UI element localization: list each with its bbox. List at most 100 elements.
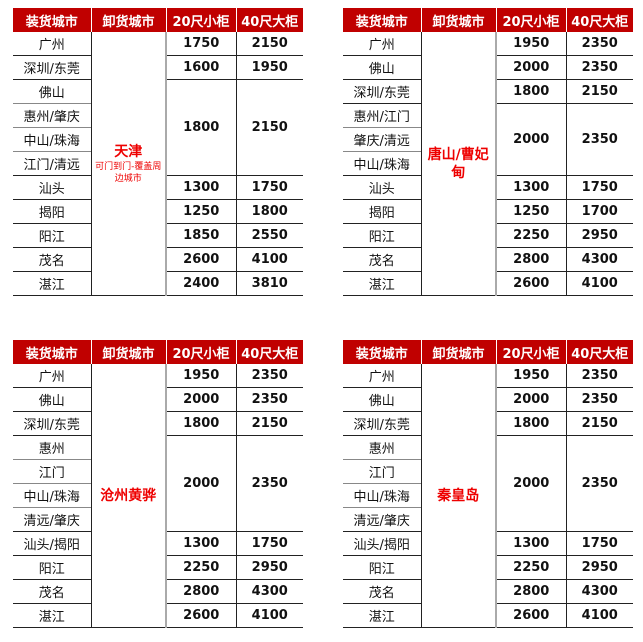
price-40ft: 2350 xyxy=(236,364,303,388)
price-40ft: 2150 xyxy=(236,79,303,176)
price-20ft: 2250 xyxy=(166,555,237,580)
load-city: 湛江 xyxy=(343,271,421,296)
price-20ft: 1600 xyxy=(166,55,237,80)
price-40ft: 2950 xyxy=(566,223,633,248)
table-row: 中山/珠海 xyxy=(13,127,303,152)
header-unload-city: 卸货城市 xyxy=(421,340,497,364)
header-load-city: 装货城市 xyxy=(343,8,422,32)
price-20ft: 2000 xyxy=(166,387,237,412)
price-40ft: 4100 xyxy=(566,603,633,628)
table-row: 清远/肇庆 xyxy=(13,507,303,532)
load-city: 惠州/江门 xyxy=(343,103,421,128)
unload-city: 唐山/曹妃甸 xyxy=(420,32,497,296)
price-40ft: 2950 xyxy=(236,555,303,580)
price-20ft: 2800 xyxy=(496,247,567,272)
load-city: 阳江 xyxy=(343,555,421,580)
load-city: 佛山 xyxy=(343,387,421,412)
header-load-city: 装货城市 xyxy=(343,340,422,364)
table-row: 惠州 2000 2350 xyxy=(343,435,633,532)
load-city: 阳江 xyxy=(13,223,91,248)
table-row: 揭阳 1250 1800 xyxy=(13,199,303,224)
table-row: 中山/珠海 xyxy=(343,483,633,508)
price-40ft: 1750 xyxy=(236,175,303,200)
price-20ft: 1950 xyxy=(496,32,567,56)
price-40ft: 1800 xyxy=(236,199,303,224)
table-row: 阳江 1850 2550 xyxy=(13,223,303,248)
table-row: 佛山 2000 2350 xyxy=(13,387,303,412)
header-40ft: 40尺大柜 xyxy=(566,8,633,32)
price-20ft: 1750 xyxy=(166,32,237,56)
load-city: 湛江 xyxy=(13,271,91,296)
price-40ft: 2350 xyxy=(566,387,633,412)
load-city: 揭阳 xyxy=(343,199,421,224)
table-row: 惠州/肇庆 xyxy=(13,103,303,128)
unload-city: 沧州黄骅 xyxy=(90,364,167,628)
load-city: 江门 xyxy=(13,459,91,484)
price-20ft: 2400 xyxy=(166,271,237,296)
header-load-city: 装货城市 xyxy=(13,340,92,364)
table-row: 湛江 2400 3810 xyxy=(13,271,303,296)
header-40ft: 40尺大柜 xyxy=(236,340,303,364)
price-20ft: 1800 xyxy=(496,411,567,436)
price-40ft: 1750 xyxy=(566,175,633,200)
price-40ft: 1950 xyxy=(236,55,303,80)
load-city: 清远/肇庆 xyxy=(13,507,91,532)
header-row: 装货城市 卸货城市 20尺小柜 40尺大柜 xyxy=(343,8,633,32)
table-row: 茂名 2600 4100 xyxy=(13,247,303,272)
table-row: 江门 xyxy=(13,459,303,484)
table-row: 惠州/江门 2000 2350 xyxy=(343,103,633,176)
price-20ft: 1300 xyxy=(496,175,567,200)
price-20ft: 2000 xyxy=(496,55,567,80)
table-row: 广州 天津 可门到门-覆盖周边城市 1750 2150 xyxy=(13,32,303,296)
load-city: 佛山 xyxy=(343,55,421,80)
header-20ft: 20尺小柜 xyxy=(166,340,237,364)
price-40ft: 4100 xyxy=(236,247,303,272)
load-city: 广州 xyxy=(343,364,421,388)
table-row: 湛江 2600 4100 xyxy=(13,603,303,628)
price-40ft: 2150 xyxy=(236,411,303,436)
load-city: 佛山 xyxy=(13,79,91,104)
price-20ft: 2250 xyxy=(496,555,567,580)
load-city: 肇庆/清远 xyxy=(343,127,421,152)
load-city: 广州 xyxy=(343,32,421,56)
price-20ft: 2000 xyxy=(496,435,567,532)
price-20ft: 2800 xyxy=(166,579,237,604)
price-40ft: 1750 xyxy=(236,531,303,556)
table-row: 茂名 2800 4300 xyxy=(343,247,633,272)
table-row: 深圳/东莞 1800 2150 xyxy=(13,411,303,436)
load-city: 江门 xyxy=(343,459,421,484)
load-city: 深圳/东莞 xyxy=(13,55,91,80)
price-20ft: 2800 xyxy=(496,579,567,604)
load-city: 佛山 xyxy=(13,387,91,412)
price-20ft: 2000 xyxy=(496,387,567,412)
load-city: 深圳/东莞 xyxy=(13,411,91,436)
load-city: 阳江 xyxy=(13,555,91,580)
price-40ft: 2950 xyxy=(566,555,633,580)
price-40ft: 2150 xyxy=(236,32,303,56)
price-40ft: 4300 xyxy=(566,579,633,604)
price-20ft: 1800 xyxy=(496,79,567,104)
header-40ft: 40尺大柜 xyxy=(566,340,633,364)
price-20ft: 1250 xyxy=(166,199,237,224)
table-row: 广州秦皇岛 1950 2350 xyxy=(343,364,633,628)
price-20ft: 1950 xyxy=(496,364,567,388)
price-20ft: 2250 xyxy=(496,223,567,248)
load-city: 汕头 xyxy=(343,175,421,200)
table-row: 江门/清远 xyxy=(13,151,303,176)
price-20ft: 2600 xyxy=(496,271,567,296)
price-40ft: 4100 xyxy=(236,603,303,628)
load-city: 湛江 xyxy=(13,603,91,628)
table-row: 阳江 2250 2950 xyxy=(13,555,303,580)
price-40ft: 4300 xyxy=(236,579,303,604)
freight-table-tianjin: 装货城市 卸货城市 20尺小柜 40尺大柜 广州 天津 可门到门-覆盖周边城市 1750 215… xyxy=(13,8,303,296)
header-20ft: 20尺小柜 xyxy=(166,8,237,32)
destination-name: 秦皇岛 xyxy=(437,487,480,504)
load-city: 汕头 xyxy=(13,175,91,200)
price-20ft: 2600 xyxy=(496,603,567,628)
header-40ft: 40尺大柜 xyxy=(236,8,303,32)
price-20ft: 2600 xyxy=(166,247,237,272)
load-city: 汕头/揭阳 xyxy=(13,531,91,556)
load-city: 茂名 xyxy=(13,579,91,604)
header-row: 装货城市 卸货城市 20尺小柜 40尺大柜 xyxy=(13,340,303,364)
table-row: 茂名 2800 4300 xyxy=(343,579,633,604)
